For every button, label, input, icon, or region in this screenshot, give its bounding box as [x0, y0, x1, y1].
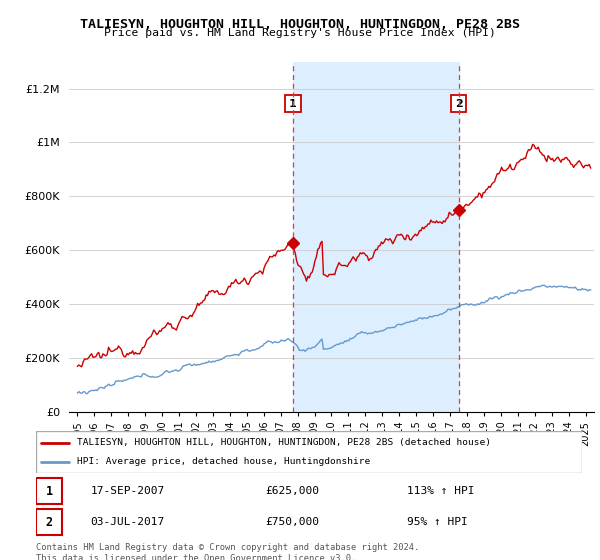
Text: 03-JUL-2017: 03-JUL-2017 [91, 517, 165, 527]
Text: 1: 1 [46, 485, 53, 498]
Text: Price paid vs. HM Land Registry's House Price Index (HPI): Price paid vs. HM Land Registry's House … [104, 28, 496, 38]
Text: TALIESYN, HOUGHTON HILL, HOUGHTON, HUNTINGDON, PE28 2BS: TALIESYN, HOUGHTON HILL, HOUGHTON, HUNTI… [80, 18, 520, 31]
Text: 95% ↑ HPI: 95% ↑ HPI [407, 517, 468, 527]
FancyBboxPatch shape [36, 509, 62, 535]
Text: TALIESYN, HOUGHTON HILL, HOUGHTON, HUNTINGDON, PE28 2BS (detached house): TALIESYN, HOUGHTON HILL, HOUGHTON, HUNTI… [77, 438, 491, 447]
Text: 2: 2 [455, 99, 463, 109]
Text: 17-SEP-2007: 17-SEP-2007 [91, 487, 165, 496]
Text: £625,000: £625,000 [265, 487, 319, 496]
Text: 2: 2 [46, 516, 53, 529]
Text: HPI: Average price, detached house, Huntingdonshire: HPI: Average price, detached house, Hunt… [77, 458, 370, 466]
FancyBboxPatch shape [36, 431, 582, 473]
Bar [293, 62, 458, 412]
Text: Contains HM Land Registry data © Crown copyright and database right 2024.
This d: Contains HM Land Registry data © Crown c… [36, 543, 419, 560]
Text: 113% ↑ HPI: 113% ↑ HPI [407, 487, 475, 496]
FancyBboxPatch shape [36, 478, 62, 505]
Text: 1: 1 [289, 99, 297, 109]
Text: £750,000: £750,000 [265, 517, 319, 527]
